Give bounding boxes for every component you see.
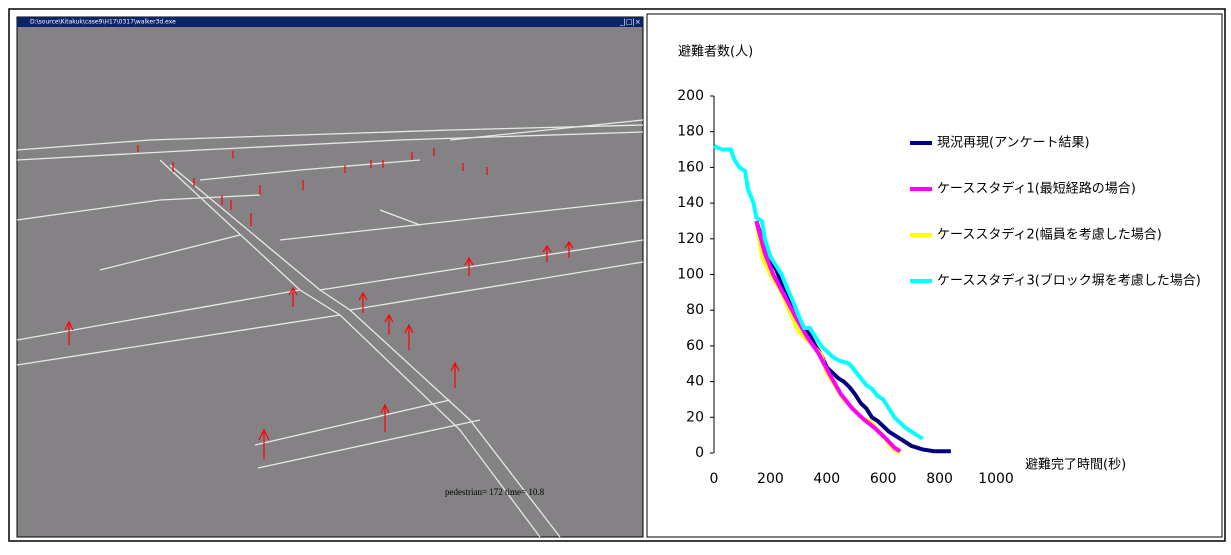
y-tick-label: 160 — [677, 159, 704, 175]
y-axis-label: 避難者数(人) — [678, 45, 753, 60]
simulation-window: D:\source\Kitakuk\case9\H17\0317\walker3… — [17, 17, 643, 537]
legend-label: ケーススタディ3(ブロック塀を考慮した場合) — [937, 273, 1201, 289]
y-tick-label: 60 — [686, 338, 704, 354]
legend-label: 現況再現(アンケート結果) — [937, 136, 1090, 151]
x-axis-label: 避難完了時間(秒) — [1025, 458, 1126, 473]
legend-label: ケーススタディ1(最短経路の場合) — [937, 181, 1136, 197]
window-title: D:\source\Kitakuk\case9\H17\0317\walker3… — [30, 19, 176, 26]
x-tick-label: 200 — [757, 471, 784, 487]
y-tick-label: 80 — [686, 302, 704, 318]
x-tick-label: 0 — [710, 471, 719, 487]
y-tick-label: 100 — [677, 267, 704, 283]
x-tick-label: 400 — [813, 471, 840, 487]
y-tick-label: 140 — [677, 195, 704, 211]
x-tick-label: 1000 — [978, 471, 1014, 487]
legend-label: ケーススタディ2(幅員を考慮した場合) — [937, 227, 1162, 243]
status-text: pedestrian= 172 time= 10.8 — [445, 487, 545, 497]
page: D:\source\Kitakuk\case9\H17\0317\walker3… — [0, 0, 1231, 551]
y-tick-label: 0 — [695, 445, 704, 461]
y-tick-label: 20 — [686, 409, 704, 425]
figure: D:\source\Kitakuk\case9\H17\0317\walker3… — [0, 0, 1231, 551]
y-tick-label: 120 — [677, 231, 704, 247]
x-tick-label: 600 — [870, 471, 897, 487]
y-tick-label: 200 — [677, 88, 704, 104]
window-buttons[interactable]: _|□|× — [619, 18, 641, 26]
y-tick-label: 180 — [677, 124, 704, 140]
y-tick-label: 40 — [686, 374, 704, 390]
x-tick-label: 800 — [926, 471, 953, 487]
